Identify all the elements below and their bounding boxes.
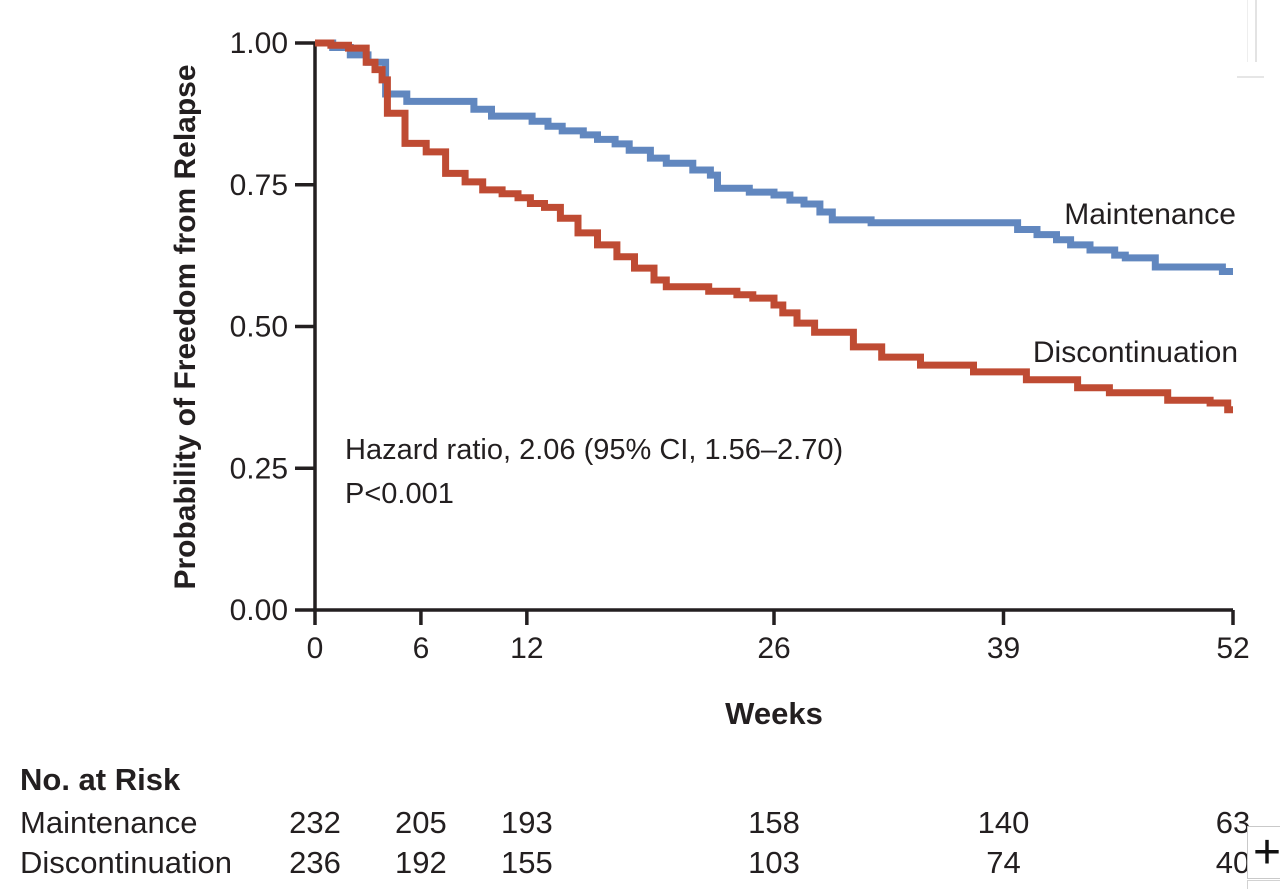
x-tick-label: 52 [1216, 632, 1249, 665]
hazard-ratio-annotation: Hazard ratio, 2.06 (95% CI, 1.56–2.70) [345, 434, 843, 466]
risk-value: 192 [395, 845, 447, 880]
x-axis-label: Weeks [725, 696, 823, 731]
discontinuation-curve [315, 39, 1233, 414]
y-tick-label: 0.75 [230, 169, 288, 202]
zoom-in-button[interactable]: + [1247, 826, 1280, 879]
axis-lines [313, 43, 1233, 612]
risk-row-label-maintenance: Maintenance [20, 805, 198, 840]
risk-value: 236 [289, 845, 341, 880]
risk-value: 232 [289, 805, 341, 840]
x-tick-label: 12 [510, 632, 543, 665]
risk-value: 74 [986, 845, 1020, 880]
panel-border-vertical [1255, 0, 1257, 62]
risk-table-values: 232 205 193 158 140 63 236 192 155 103 74 40 [289, 805, 1250, 880]
y-tick-label: 0.25 [230, 452, 288, 485]
risk-value: 155 [501, 845, 553, 880]
x-tick-label: 26 [757, 632, 790, 665]
risk-row-label-discontinuation: Discontinuation [20, 845, 232, 880]
p-value-annotation: P<0.001 [345, 478, 454, 510]
risk-value: 140 [978, 805, 1030, 840]
maintenance-curve-label: Maintenance [1064, 198, 1236, 231]
risk-value: 40 [1216, 845, 1250, 880]
y-tick-label: 0.00 [230, 594, 288, 627]
risk-table-title: No. at Risk [20, 762, 181, 797]
panel-border-horizontal [1237, 76, 1264, 78]
discontinuation-curve-label: Discontinuation [1033, 336, 1238, 369]
panel-border-vertical-inner [1247, 0, 1248, 62]
y-axis-label: Probability of Freedom from Relapse [169, 64, 202, 589]
zoom-out-button-clipped[interactable] [1247, 880, 1280, 889]
x-tick-label: 0 [307, 632, 324, 665]
risk-value: 205 [395, 805, 447, 840]
risk-value: 103 [748, 845, 800, 880]
axes: 1.00 0.75 0.50 0.25 0.00 0 6 12 26 39 52 [230, 27, 1250, 665]
y-tick-label: 1.00 [230, 27, 288, 60]
y-tick-label: 0.50 [230, 311, 288, 344]
x-tick-label: 39 [987, 632, 1020, 665]
maintenance-curve [315, 39, 1233, 275]
survival-curves [315, 39, 1233, 414]
risk-value: 193 [501, 805, 553, 840]
risk-value: 63 [1216, 805, 1250, 840]
x-tick-label: 6 [413, 632, 430, 665]
risk-value: 158 [748, 805, 800, 840]
